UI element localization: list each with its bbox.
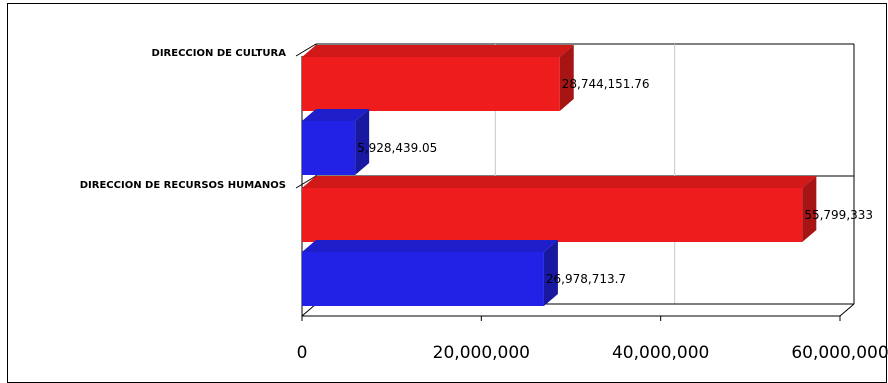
x-tick-label: 20,000,000 [433, 343, 530, 363]
category-label: DIRECCION DE CULTURA [152, 48, 287, 59]
bar [302, 240, 558, 306]
bar-side [802, 176, 817, 242]
y-axis-tick [295, 43, 317, 57]
bar-top [302, 176, 817, 188]
bar-front [302, 57, 560, 111]
bar-side [355, 109, 370, 175]
x-tick-label: 0 [297, 343, 308, 363]
data-label: 5,928,439.05 [357, 141, 437, 155]
x-tick-label: 40,000,000 [612, 343, 709, 363]
bar [302, 45, 574, 111]
bar-front [302, 121, 356, 175]
bar-top [302, 45, 574, 57]
bars [302, 45, 817, 306]
bar [302, 109, 370, 175]
axis-floor-right [839, 303, 855, 317]
bar-front [302, 252, 544, 306]
bar-top [302, 109, 370, 121]
data-label: 26,978,713.7 [546, 272, 626, 286]
bar-front [302, 188, 803, 242]
x-tick-label: 60,000,000 [791, 343, 888, 363]
bar-chart: 0 20,000,000 40,000,000 60,000,000 DIRECCION… [80, 43, 888, 363]
bar-side [559, 45, 574, 111]
y-axis-tick [295, 175, 317, 189]
category-label: DIRECCION DE RECURSOS HUMANOS [80, 180, 286, 191]
bar [302, 176, 817, 242]
data-label: 28,744,151.76 [562, 77, 650, 91]
bar-side [543, 240, 558, 306]
bar-top [302, 240, 558, 252]
data-label: 55,799,333 [804, 208, 873, 222]
